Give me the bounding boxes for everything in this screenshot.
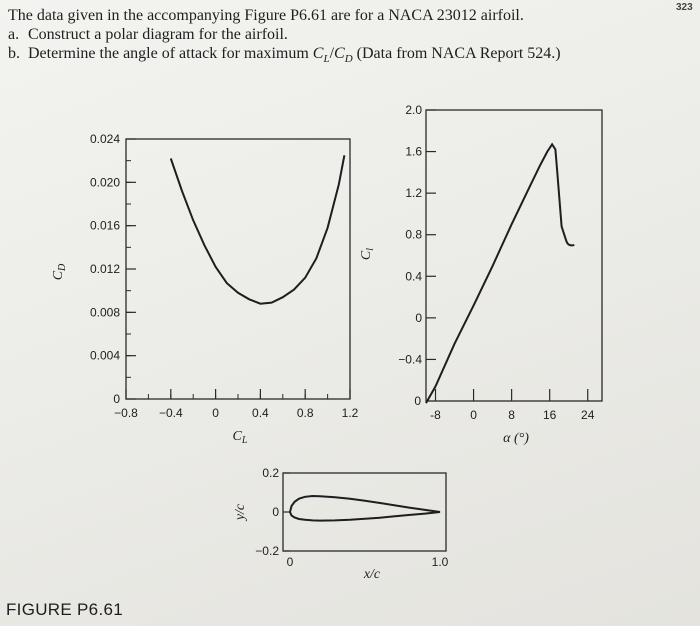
y-tick-label: 0.004 [90, 349, 120, 363]
drag-polar-ticks: −0.8 −0.4 0 0.4 0.8 1.2 0 0.004 0.008 0.012 0.016 0… [90, 132, 359, 420]
x-tick-label: 0 [470, 408, 477, 422]
y-tick-label: 0.016 [90, 219, 120, 233]
y-tick-label: 0.4 [405, 269, 422, 283]
lift-curve-ylabel: Cl [359, 248, 376, 260]
y-tick-label: 0.8 [405, 228, 422, 242]
x-tick-label: 1.2 [342, 406, 359, 420]
y-tick-label: 0 [113, 392, 120, 406]
x-tick-label: -8 [430, 408, 441, 422]
part-b: b. Determine the angle of attack for maxi… [8, 44, 688, 69]
drag-polar-ylabel: CD [51, 263, 68, 280]
part-b-text: Determine the angle of attack for maximu… [28, 45, 561, 66]
x-tick-label: 0 [212, 406, 219, 420]
y-tick-label: 0.024 [90, 132, 120, 146]
y-tick-label: 0.020 [90, 175, 120, 189]
airfoil-ylabel: y/c [233, 503, 248, 522]
lift-curve-frame [425, 109, 603, 402]
x-tick-label: −0.8 [114, 406, 138, 420]
x-tick-label: 0.4 [252, 406, 269, 420]
x-tick-label: 0 [287, 555, 294, 569]
airfoil-profile [288, 494, 441, 522]
x-tick-label: 8 [508, 408, 515, 422]
lift-curve-xlabel: α (°) [503, 431, 529, 446]
y-tick-label: 0 [415, 311, 422, 325]
airfoil-ticks: −0.2 0 0.2 0 1.0 [255, 466, 448, 569]
x-tick-label: 24 [581, 408, 595, 422]
y-tick-label: 2.0 [405, 103, 422, 117]
y-origin-label: 0 [414, 394, 421, 408]
corner-page-number: 323 [676, 2, 693, 13]
drag-polar-xlabel: CL [233, 429, 248, 446]
figure-label: FIGURE P6.61 [6, 600, 123, 619]
y-tick-label: 0.2 [262, 466, 279, 480]
x-tick-label: 1.0 [432, 555, 449, 569]
airfoil-xlabel: x/c [363, 567, 381, 582]
problem-intro: The data given in the accompanying Figur… [8, 7, 524, 24]
y-tick-label: 0 [272, 505, 279, 519]
part-b-label: b. [8, 45, 20, 62]
x-tick-label: −0.4 [159, 406, 183, 420]
x-tick-label: 0.8 [297, 406, 314, 420]
lift-curve-line [425, 142, 575, 404]
part-a-text: Construct a polar diagram for the airfoi… [28, 26, 288, 43]
y-tick-label: −0.2 [255, 544, 279, 558]
part-a-label: a. [8, 26, 20, 43]
y-tick-label: 0.008 [90, 305, 120, 319]
problem-statement: The data given in the accompanying Figur… [8, 6, 688, 69]
y-tick-label: 1.2 [405, 186, 422, 200]
y-tick-label: 1.6 [405, 145, 422, 159]
y-tick-label: −0.4 [398, 352, 422, 366]
lift-curve-ticks: -8 0 8 16 24 −0.4 0 0.4 0.8 1.2 1.6 2.0 0 [398, 103, 594, 422]
drag-polar-frame [125, 138, 351, 400]
part-a: a. Construct a polar diagram for the airf… [8, 25, 688, 44]
lift-curve-chart: -8 0 8 16 24 −0.4 0 0.4 0.8 1.2 1.6 2.0 0 Cl α (°) [359, 103, 603, 446]
airfoil-frame [282, 472, 447, 552]
drag-polar-chart: −0.8 −0.4 0 0.4 0.8 1.2 0 0.004 0.008 0.012 0.016 0… [51, 132, 359, 446]
airfoil-chart: −0.2 0 0.2 0 1.0 y/c x/c [233, 466, 449, 582]
drag-polar-curve [169, 155, 346, 305]
y-tick-label: 0.012 [90, 262, 120, 276]
x-tick-label: 16 [543, 408, 557, 422]
